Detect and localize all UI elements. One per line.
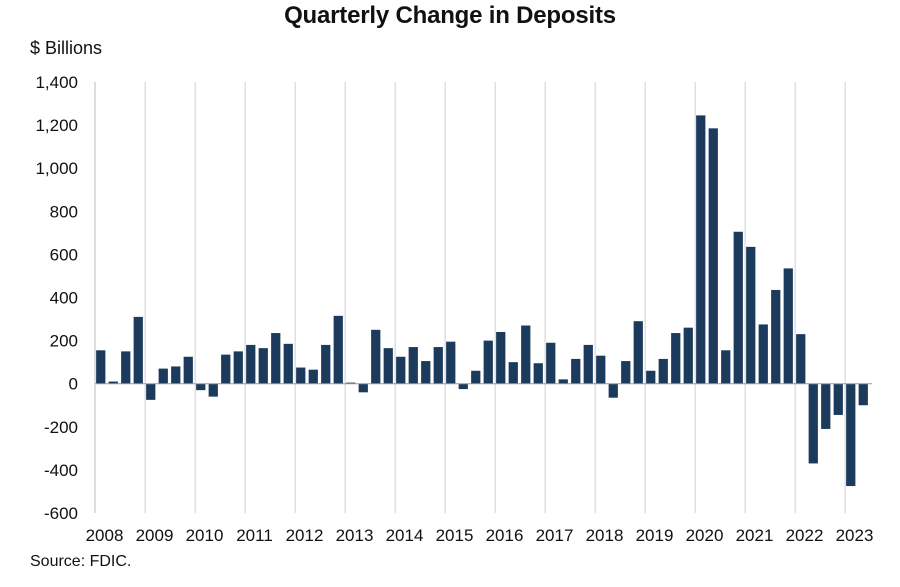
bar [671, 333, 681, 384]
bar [383, 348, 393, 384]
bar [683, 327, 693, 384]
bar [458, 383, 468, 390]
y-axis-unit-label: $ Billions [30, 38, 103, 58]
bar [396, 356, 406, 384]
bar [696, 115, 706, 384]
bar [146, 383, 156, 400]
y-tick-label: -600 [44, 504, 78, 523]
x-tick-label: 2013 [336, 526, 374, 545]
x-tick-label: 2014 [386, 526, 424, 545]
x-tick-label: 2008 [86, 526, 124, 545]
bar [733, 231, 743, 384]
bar [483, 340, 493, 384]
bar [108, 381, 118, 384]
x-tick-label: 2021 [736, 526, 774, 545]
bar [308, 369, 318, 384]
bar [808, 383, 818, 464]
bar [433, 347, 443, 384]
bar [721, 350, 731, 384]
y-tick-label: 600 [50, 245, 78, 264]
bar [583, 344, 593, 384]
bar [783, 268, 793, 384]
bar [246, 344, 256, 384]
x-tick-label: 2022 [786, 526, 824, 545]
bar [283, 343, 293, 384]
bar [133, 316, 143, 384]
bar [208, 383, 218, 397]
bar [708, 128, 718, 384]
bar [596, 355, 606, 384]
bar [833, 383, 843, 415]
x-tick-label: 2015 [436, 526, 474, 545]
bar [196, 383, 206, 391]
y-tick-label: -200 [44, 418, 78, 437]
bar [558, 379, 568, 384]
bar [346, 382, 356, 384]
bar [271, 333, 281, 384]
bar [183, 356, 193, 384]
source-note: Source: FDIC. [30, 553, 132, 570]
bar [121, 351, 131, 384]
bar [646, 370, 656, 384]
axes: 1,400 1,200 1,000 800 600 400 200 0 -200 -400 -600… [35, 73, 873, 545]
y-tick-label: 200 [50, 332, 78, 351]
x-tick-label: 2018 [586, 526, 624, 545]
y-tick-label: 1,200 [35, 116, 78, 135]
y-tick-label: 1,000 [35, 159, 78, 178]
y-tick-label: 400 [50, 289, 78, 308]
bar [233, 351, 243, 384]
bar [258, 348, 268, 384]
x-tick-label: 2019 [636, 526, 674, 545]
y-tick-label: 1,400 [35, 73, 78, 92]
bar [771, 289, 781, 384]
x-tick-label: 2017 [536, 526, 574, 545]
bar [533, 363, 543, 384]
bar [321, 344, 331, 384]
x-tick-label: 2012 [286, 526, 324, 545]
gridlines [144, 82, 846, 513]
bar [496, 331, 506, 384]
bar [358, 383, 368, 393]
x-tick-label: 2020 [686, 526, 724, 545]
bar [621, 361, 631, 384]
bar [821, 383, 831, 429]
bar [608, 383, 618, 398]
x-tick-label: 2016 [486, 526, 524, 545]
bars [96, 115, 868, 487]
bar [796, 334, 806, 384]
x-tick-label: 2009 [136, 526, 174, 545]
bar [408, 347, 418, 384]
bar [333, 315, 343, 384]
bar [746, 246, 756, 384]
bar [158, 368, 168, 384]
bar [658, 358, 668, 384]
bar [421, 361, 431, 384]
bar [171, 366, 181, 384]
bar [371, 329, 381, 384]
bar [571, 358, 581, 384]
bar [858, 383, 868, 406]
y-tick-label: 0 [69, 375, 78, 394]
bar [546, 342, 556, 384]
bar [508, 362, 518, 384]
bar [96, 350, 106, 384]
bar [221, 354, 231, 384]
chart-title: Quarterly Change in Deposits [284, 2, 616, 29]
bar [846, 383, 856, 487]
bar [471, 370, 481, 384]
x-tick-label: 2011 [236, 526, 273, 545]
bar [521, 325, 531, 384]
bar [758, 324, 768, 384]
x-tick-label: 2010 [186, 526, 224, 545]
x-tick-label: 2023 [836, 526, 874, 545]
bar [633, 321, 643, 384]
bar [296, 367, 306, 384]
y-tick-label: -400 [44, 461, 78, 480]
y-tick-label: 800 [50, 202, 78, 221]
bar [446, 341, 456, 384]
